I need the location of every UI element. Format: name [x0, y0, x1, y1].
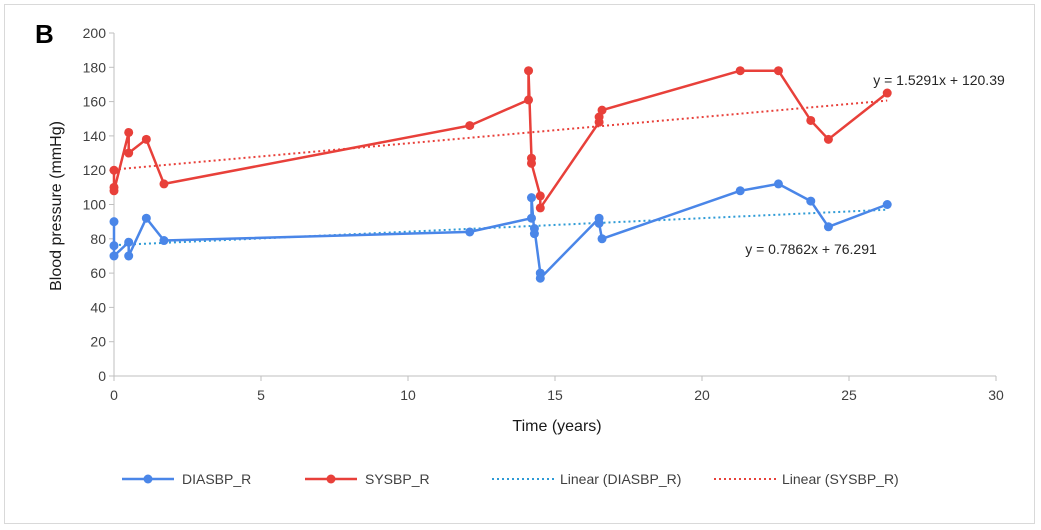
legend-label: Linear (SYSBP_R) [782, 471, 899, 487]
data-point [141, 213, 151, 223]
data-point [109, 165, 119, 175]
legend-marker [143, 474, 153, 484]
data-point [535, 203, 545, 213]
y-tick-label: 60 [90, 265, 106, 281]
axes: 0 20 40 60 80 100 120 140 160 180 200 0 5 10 15 20 25 30 [83, 25, 1004, 403]
y-tick-label: 160 [83, 94, 107, 110]
data-point [823, 222, 833, 232]
trendline [113, 208, 888, 247]
y-axis-label: Blood pressure (mmHg) [48, 121, 65, 291]
x-tick-label: 15 [547, 387, 563, 403]
legend-label: SYSBP_R [365, 471, 430, 487]
y-tick-label: 180 [83, 59, 107, 75]
data-point [594, 112, 604, 122]
data-point [597, 105, 607, 115]
panel-label: B [35, 19, 54, 49]
data-point [529, 224, 539, 234]
x-tick-label: 5 [257, 387, 265, 403]
data-point [735, 66, 745, 76]
x-axis-label: Time (years) [512, 418, 601, 435]
x-tick-label: 0 [110, 387, 118, 403]
legend: DIASBP_R SYSBP_R Linear (DIASBP_R) Linear (… [122, 471, 899, 487]
data-point [524, 95, 534, 105]
data-point [535, 191, 545, 201]
legend-label: DIASBP_R [182, 471, 251, 487]
data-point [806, 115, 816, 125]
data-point [109, 186, 119, 196]
x-tick-label: 25 [841, 387, 857, 403]
data-point [524, 66, 534, 76]
data-point [109, 241, 119, 251]
data-point [773, 179, 783, 189]
data-point [124, 251, 134, 261]
data-point [109, 251, 119, 261]
data-point [735, 186, 745, 196]
trend-equations: y = 0.7862x + 76.291 y = 1.5291x + 120.39 [745, 72, 1005, 257]
data-point [594, 218, 604, 228]
x-tick-label: 30 [988, 387, 1004, 403]
data-point [526, 158, 536, 168]
x-tick-label: 10 [400, 387, 416, 403]
data-point [526, 213, 536, 223]
data-point [526, 193, 536, 203]
trend-equation: y = 0.7862x + 76.291 [745, 241, 877, 257]
data-point [773, 66, 783, 76]
data-point [597, 234, 607, 244]
y-tick-label: 120 [83, 162, 107, 178]
data-point [823, 134, 833, 144]
data-point [124, 127, 134, 137]
data-point [159, 236, 169, 246]
data-point [465, 227, 475, 237]
data-point [124, 237, 134, 247]
trendlines [113, 99, 888, 247]
y-tick-label: 40 [90, 299, 106, 315]
chart-frame: B 0 20 40 60 80 100 120 140 160 180 200 0 5 10 15 20 25 3… [4, 4, 1035, 524]
legend-label: Linear (DIASBP_R) [560, 471, 681, 487]
trendline [113, 99, 888, 171]
axis-labels: Time (years) Blood pressure (mmHg) [48, 121, 602, 435]
data-point [465, 121, 475, 131]
legend-marker [326, 474, 336, 484]
data-point [882, 200, 892, 209]
x-tick-label: 20 [694, 387, 710, 403]
data-point [882, 88, 892, 98]
y-tick-label: 20 [90, 334, 106, 350]
data-point [124, 148, 134, 158]
data-point [141, 134, 151, 144]
y-tick-label: 0 [98, 368, 106, 384]
series-line [112, 182, 888, 280]
data-point [109, 217, 119, 227]
data-point [806, 196, 816, 206]
y-tick-label: 140 [83, 128, 107, 144]
data-point [159, 179, 169, 189]
trend-equation: y = 1.5291x + 120.39 [873, 72, 1005, 88]
series-line [112, 69, 888, 210]
y-tick-label: 200 [83, 25, 107, 41]
data-point [535, 273, 545, 283]
y-tick-label: 100 [83, 197, 107, 213]
series [109, 66, 892, 283]
y-tick-label: 80 [90, 231, 106, 247]
